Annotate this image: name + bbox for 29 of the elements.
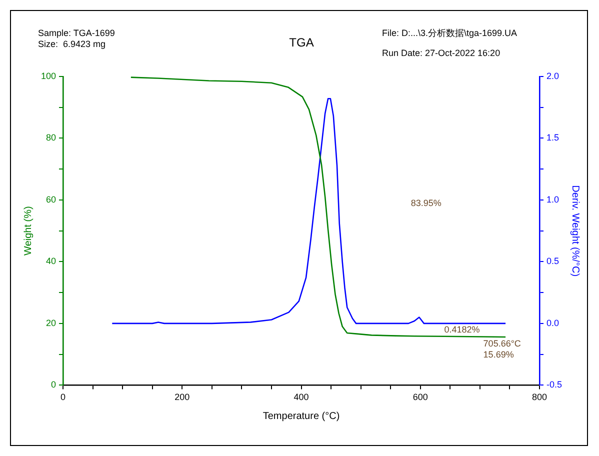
text: File: D:...\3.分析数据\tga-1699.UA — [382, 28, 518, 38]
y2-tick-label: 0.5 — [546, 256, 560, 266]
y2-tick-label: 1.5 — [546, 132, 560, 143]
text: Sample: TGA-1699 — [38, 28, 115, 38]
chart-title: TGA — [289, 36, 314, 50]
y-tick-label: 80 — [46, 132, 56, 143]
y-tick-label: 40 — [46, 256, 56, 266]
x-tick-label: 800 — [532, 392, 548, 402]
y2-tick-label: -0.5 — [546, 380, 562, 390]
y2-axis-title: Deriv. Weight (%/°C) — [569, 185, 580, 277]
x-tick-label: 600 — [412, 392, 428, 402]
annotation: 705.66°C — [483, 338, 522, 349]
y-tick-label: 100 — [40, 70, 56, 81]
y2-tick-label: 2.0 — [546, 70, 560, 81]
x-tick-label: 0 — [60, 392, 66, 402]
x-tick-label: 400 — [294, 392, 309, 402]
x-axis-title: Temperature (°C) — [262, 410, 340, 422]
y2-tick-label: 0.0 — [546, 318, 560, 328]
y-tick-label: 60 — [46, 194, 56, 204]
x-tick-label: 200 — [174, 392, 190, 402]
y-tick-label: 20 — [46, 318, 56, 328]
y-tick-label: 0 — [51, 380, 56, 390]
text: Run Date: 27-Oct-2022 16:20 — [382, 48, 500, 58]
annotation: 83.95% — [410, 198, 442, 208]
annotation: 0.4182% — [444, 324, 480, 335]
annotation: 15.69% — [483, 350, 514, 360]
text: Size: 6.9423 mg — [38, 39, 106, 49]
y-axis-title: Weight (%) — [22, 206, 34, 256]
y2-tick-label: 1.0 — [546, 194, 560, 204]
